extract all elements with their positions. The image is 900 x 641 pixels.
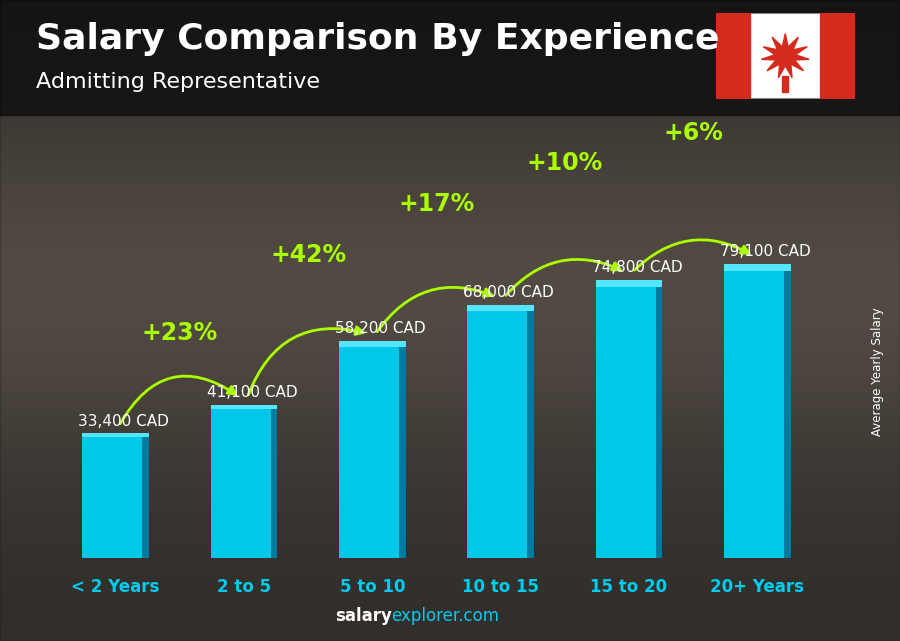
FancyArrowPatch shape: [506, 260, 620, 296]
Text: +17%: +17%: [399, 192, 474, 215]
Polygon shape: [761, 33, 809, 78]
Bar: [82, 433, 149, 437]
Text: explorer.com: explorer.com: [392, 607, 500, 625]
Text: Salary Comparison By Experience: Salary Comparison By Experience: [36, 22, 719, 56]
Bar: [211, 405, 277, 558]
Bar: [782, 76, 788, 92]
Text: +23%: +23%: [141, 321, 218, 345]
Bar: [724, 263, 791, 558]
Bar: [656, 279, 662, 558]
Text: < 2 Years: < 2 Years: [71, 578, 160, 596]
Text: 20+ Years: 20+ Years: [710, 578, 805, 596]
Text: 58,200 CAD: 58,200 CAD: [335, 321, 426, 337]
Text: 10 to 15: 10 to 15: [463, 578, 539, 596]
Bar: [339, 341, 406, 347]
Text: Average Yearly Salary: Average Yearly Salary: [871, 308, 884, 436]
Bar: [82, 433, 149, 558]
Bar: [142, 433, 149, 558]
Text: +6%: +6%: [663, 121, 724, 145]
FancyArrowPatch shape: [121, 376, 236, 424]
Text: 68,000 CAD: 68,000 CAD: [464, 285, 554, 300]
Bar: [399, 341, 406, 558]
Bar: [339, 341, 406, 558]
FancyArrowPatch shape: [634, 240, 749, 271]
FancyArrowPatch shape: [248, 327, 364, 395]
Text: +42%: +42%: [270, 243, 346, 267]
Bar: [724, 263, 791, 271]
Bar: [784, 263, 791, 558]
Text: 74,800 CAD: 74,800 CAD: [592, 260, 682, 275]
Text: Admitting Representative: Admitting Representative: [36, 72, 320, 92]
Bar: [716, 13, 751, 99]
Bar: [820, 13, 855, 99]
Bar: [467, 305, 534, 311]
Text: salary: salary: [335, 607, 392, 625]
Text: 79,100 CAD: 79,100 CAD: [720, 244, 811, 259]
Bar: [467, 305, 534, 558]
Text: 5 to 10: 5 to 10: [339, 578, 405, 596]
Bar: [527, 305, 534, 558]
FancyArrowPatch shape: [377, 287, 492, 331]
Bar: [596, 279, 662, 287]
Text: 15 to 20: 15 to 20: [590, 578, 668, 596]
Text: +10%: +10%: [526, 151, 603, 176]
FancyBboxPatch shape: [716, 13, 855, 99]
Text: 2 to 5: 2 to 5: [217, 578, 271, 596]
Text: 41,100 CAD: 41,100 CAD: [207, 385, 297, 400]
Bar: [596, 279, 662, 558]
Text: 33,400 CAD: 33,400 CAD: [78, 413, 169, 429]
Bar: [211, 405, 277, 409]
Bar: [271, 405, 277, 558]
